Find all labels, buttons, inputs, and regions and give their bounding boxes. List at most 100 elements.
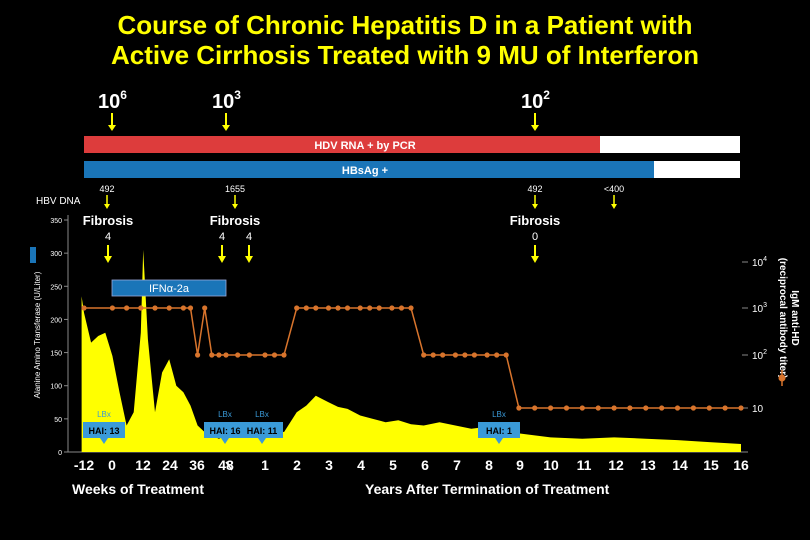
title-line-2: Active Cirrhosis Treated with 9 MU of In… <box>111 40 699 70</box>
igm-point <box>462 352 468 358</box>
x-tick-label: 3 <box>325 457 333 473</box>
fibrosis-value: 4 <box>219 231 225 243</box>
biopsy-label: LBx <box>97 410 111 419</box>
hbsag-bar-white <box>654 161 740 178</box>
igm-point <box>344 305 351 311</box>
y-left-tick-label: 200 <box>50 317 62 324</box>
hdv-rna-bar-white <box>600 136 740 153</box>
fibrosis-arrow-head <box>218 256 226 263</box>
x-tick-label: 4 <box>357 457 365 473</box>
y-left-ticks: 0 50 100 150 200 250 300 350 <box>50 218 68 457</box>
x-tick-label: 12 <box>608 457 624 473</box>
hai-box <box>204 422 246 438</box>
igm-point <box>138 305 144 311</box>
igm-point <box>180 305 186 311</box>
igm-point <box>494 352 500 358</box>
igm-point <box>216 352 222 358</box>
x-tick-label: 36 <box>189 457 205 473</box>
igm-point <box>246 352 252 358</box>
hai-box-pointer <box>221 438 229 444</box>
igm-point <box>738 405 744 411</box>
hai-box-pointer <box>258 438 266 444</box>
igm-point <box>690 405 697 411</box>
fibrosis-value: 4 <box>246 231 252 243</box>
x-tick-label: 10 <box>543 457 559 473</box>
y-left-tick-label: 50 <box>54 417 62 424</box>
igm-point <box>195 352 201 358</box>
chart-title: Course of Chronic Hepatitis D in a Patie… <box>0 10 810 70</box>
hbv-arrow-head <box>232 204 238 209</box>
igm-point <box>294 305 300 311</box>
fibrosis-arrow-head <box>245 256 253 263</box>
hbv-dna-value: 492 <box>99 184 114 194</box>
hdv-level-label: 106 <box>98 88 127 113</box>
igm-point <box>376 305 382 311</box>
hbsag-bar <box>84 161 654 178</box>
hbv-arrow-head <box>104 204 110 209</box>
x-tick-label: 7 <box>453 457 461 473</box>
x-label-weeks: Weeks of Treatment <box>72 481 204 497</box>
igm-point <box>357 305 363 311</box>
y-right-ticks: 10 102 103 104 <box>742 256 767 415</box>
igm-point <box>516 405 522 411</box>
x-tick-label: 8 <box>485 457 493 473</box>
igm-line <box>84 307 741 409</box>
igm-point <box>421 352 427 358</box>
igm-point <box>548 405 554 411</box>
hdv-arrow-head <box>531 125 539 131</box>
y-right-tick-label: 104 <box>752 256 767 269</box>
y-right-label-2: (reciprocal antibody titer) <box>777 258 788 379</box>
hai-box <box>478 422 520 438</box>
y-left-tick-label: 150 <box>50 351 62 358</box>
y-left-tick-label: 250 <box>50 284 62 291</box>
x-tick-label: 6 <box>421 457 429 473</box>
y-right-label-1: IgM anti-HD <box>789 290 800 346</box>
hai-label: HAI: 13 <box>88 426 119 436</box>
x-tick-label: 15 <box>703 457 719 473</box>
y-right-tick-label: 102 <box>752 349 767 362</box>
ifn-label: IFNα-2a <box>149 283 190 295</box>
x-tick-label: 48 <box>218 457 234 473</box>
x-tick-label: 16 <box>733 457 749 473</box>
hai-label: HAI: 16 <box>209 426 240 436</box>
hai-box-pointer <box>495 438 503 444</box>
igm-point <box>223 352 229 358</box>
y-left-tick-label: 100 <box>50 384 62 391</box>
igm-point <box>452 352 458 358</box>
x-tick-label: 12 <box>135 457 151 473</box>
igm-point <box>706 405 712 411</box>
x-tick-label: 11 <box>577 457 592 473</box>
igm-points <box>81 305 744 411</box>
igm-point <box>430 352 436 358</box>
x-tick-label: 5 <box>389 457 397 473</box>
x-tick-label: 14 <box>672 457 688 473</box>
y-left-marker <box>30 247 36 263</box>
igm-point <box>595 405 601 411</box>
hbv-dna-value: 492 <box>527 184 542 194</box>
hdv-level-label: 102 <box>521 88 550 113</box>
igm-point <box>281 352 287 358</box>
hai-box-pointer <box>100 438 108 444</box>
y-left-tick-label: 350 <box>50 218 62 225</box>
hbsag-label: HBsAg + <box>342 165 388 177</box>
hbv-arrow-head <box>611 204 617 209</box>
igm-point <box>166 305 172 311</box>
fibrosis-arrow-head <box>104 256 112 263</box>
x-tick-label: -12 <box>74 457 94 473</box>
hdv-rna-label: HDV RNA + by PCR <box>314 140 415 152</box>
hbv-dna-value: 1655 <box>225 184 245 194</box>
x-tick-label: 24 <box>162 457 178 473</box>
igm-point <box>109 305 115 311</box>
x-tick-label: 1 <box>261 457 269 473</box>
igm-point <box>484 352 490 358</box>
igm-point <box>389 305 395 311</box>
fibrosis-value: 0 <box>532 231 538 243</box>
fibrosis-label: Fibrosis <box>83 213 134 228</box>
igm-point <box>152 305 158 311</box>
hbv-dna-value: <400 <box>604 184 624 194</box>
hai-label: HAI: 1 <box>486 426 512 436</box>
title-line-1: Course of Chronic Hepatitis D in a Patie… <box>117 10 693 40</box>
fibrosis-label: Fibrosis <box>510 213 561 228</box>
hbv-arrow-head <box>532 204 538 209</box>
